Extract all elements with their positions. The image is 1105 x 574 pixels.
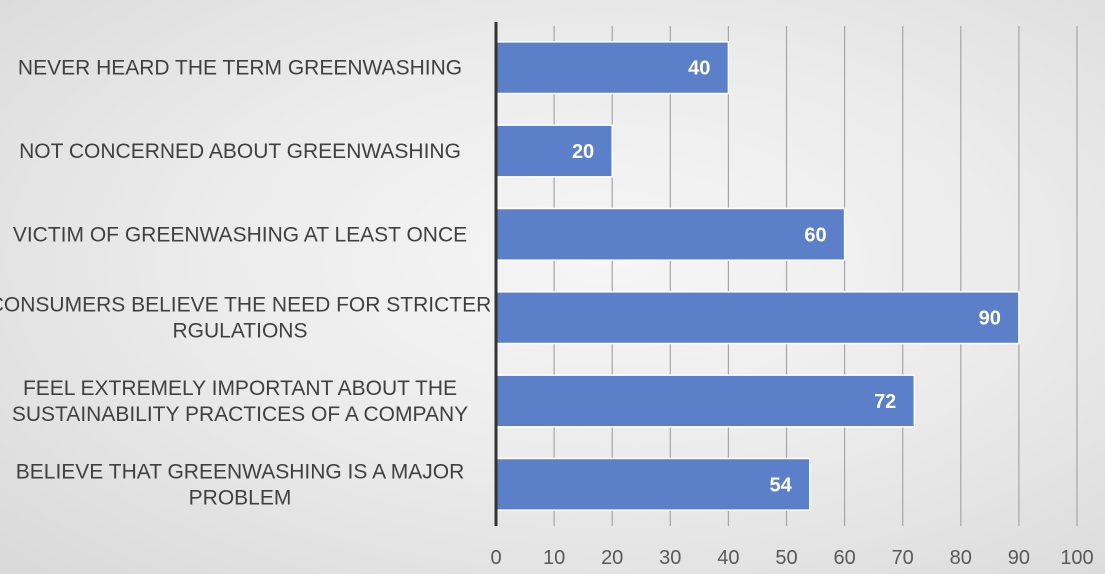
x-tick-label: 70	[892, 547, 914, 569]
x-tick-label: 90	[1008, 547, 1030, 569]
data-labels: 40 20 60 90 72 54	[572, 58, 1001, 497]
category-label: NOT CONCERNED ABOUT GREENWASHING	[19, 140, 461, 163]
data-label: 60	[804, 224, 826, 246]
category-label: NEVER HEARD THE TERM GREENWASHING	[18, 57, 462, 80]
category-label-line: VICTIM OF GREENWASHING AT LEAST ONCE	[13, 223, 467, 246]
category-label-line: NEVER HEARD THE TERM GREENWASHING	[18, 57, 462, 80]
data-label: 90	[979, 308, 1001, 330]
category-label-line: CONSUMERS BELIEVE THE NEED FOR STRICTER	[0, 294, 491, 317]
data-label: 72	[874, 391, 896, 413]
category-labels: NEVER HEARD THE TERM GREENWASHING NOT CON…	[0, 57, 491, 510]
x-tick-label: 10	[543, 547, 565, 569]
bar	[495, 291, 1020, 345]
gridlines	[553, 26, 1078, 526]
category-label-line: FEEL EXTREMELY IMPORTANT ABOUT THE	[23, 377, 457, 400]
x-tick-label: 80	[950, 547, 972, 569]
data-label: 54	[769, 474, 792, 496]
x-tick-label: 60	[833, 547, 855, 569]
bar	[495, 207, 846, 261]
category-label: BELIEVE THAT GREENWASHING IS A MAJOR PROB…	[16, 460, 465, 509]
x-axis-tick-labels: 0 10 20 30 40 50 60 70 80 90 100	[490, 547, 1093, 569]
x-tick-label: 100	[1060, 547, 1093, 569]
category-label: CONSUMERS BELIEVE THE NEED FOR STRICTER R…	[0, 294, 491, 343]
category-label: FEEL EXTREMELY IMPORTANT ABOUT THE SUSTAI…	[12, 377, 468, 426]
bar	[495, 457, 811, 511]
x-tick-label: 40	[717, 547, 739, 569]
bar	[495, 124, 613, 178]
category-label-line: SUSTAINABILITY PRACTICES OF A COMPANY	[12, 403, 468, 426]
bars	[495, 41, 1020, 511]
x-tick-label: 20	[601, 547, 623, 569]
category-label: VICTIM OF GREENWASHING AT LEAST ONCE	[13, 223, 467, 246]
category-label-line: NOT CONCERNED ABOUT GREENWASHING	[19, 140, 461, 163]
data-label: 40	[688, 58, 710, 80]
x-tick-label: 30	[659, 547, 681, 569]
category-label-line: BELIEVE THAT GREENWASHING IS A MAJOR	[16, 460, 465, 483]
bar	[495, 41, 730, 95]
category-label-line: PROBLEM	[189, 486, 292, 509]
x-tick-label: 50	[775, 547, 797, 569]
bar	[495, 374, 916, 428]
x-tick-label: 0	[490, 547, 501, 569]
data-label: 20	[572, 141, 594, 163]
category-label-line: RGULATIONS	[173, 320, 308, 343]
